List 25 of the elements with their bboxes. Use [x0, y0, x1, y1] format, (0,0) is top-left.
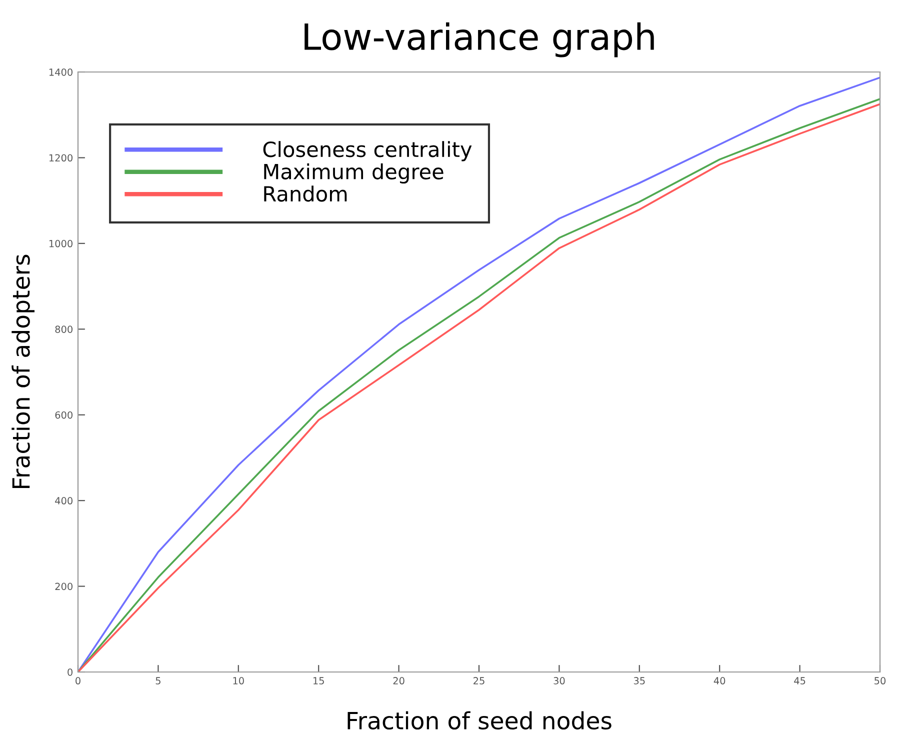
legend-label: Closeness centrality [263, 141, 472, 162]
x-tick-label: 10 [233, 677, 244, 684]
x-axis-title: Fraction of seed nodes [348, 711, 612, 730]
legend-label: Random [264, 186, 347, 202]
x-tick-label: 0 [76, 677, 80, 684]
x-tick-label: 40 [714, 677, 726, 684]
y-tick-label: 1000 [49, 240, 72, 248]
chart-title: Low-variance graph [304, 22, 654, 58]
x-tick-label: 20 [393, 677, 404, 684]
x-tick-label: 25 [474, 677, 484, 684]
x-tick-label: 35 [634, 677, 645, 684]
y-axis-title: Fraction of adopters [12, 254, 35, 488]
y-tick-label: 0 [68, 668, 72, 676]
y-tick-label: 1200 [49, 154, 72, 162]
x-tick-label: 50 [874, 677, 886, 684]
x-tick-label: 5 [156, 677, 160, 684]
y-tick-label: 600 [55, 411, 72, 419]
x-tick-label: 30 [554, 677, 565, 684]
y-tick-label: 200 [55, 582, 72, 590]
x-tick-label: 15 [313, 677, 324, 684]
y-tick-label: 400 [55, 497, 72, 504]
y-tick-label: 1400 [49, 68, 72, 76]
y-tick-label: 800 [55, 326, 72, 333]
legend-label: Maximum degree [264, 163, 444, 184]
x-tick-label: 45 [794, 677, 806, 684]
